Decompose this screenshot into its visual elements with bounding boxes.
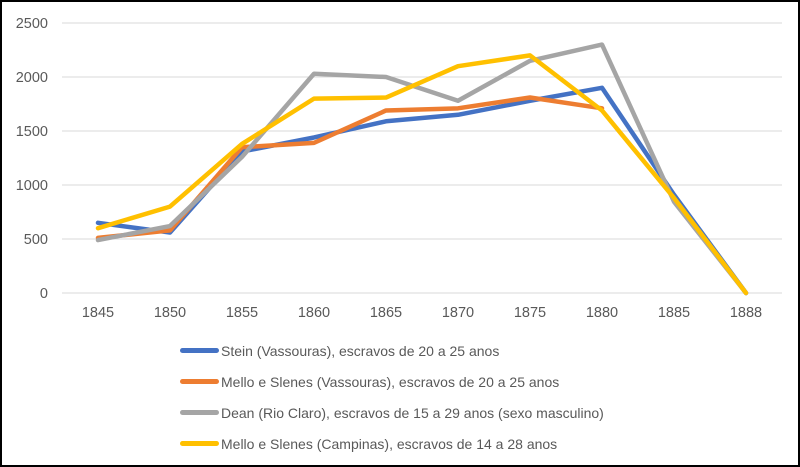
legend-item-dean-rio-claro: Dean (Rio Claro), escravos de 15 a 29 an… (180, 397, 604, 428)
legend-label: Mello e Slenes (Campinas), escravos de 1… (221, 435, 558, 452)
legend-line-swatch-blue (180, 348, 219, 353)
series-line (95, 42, 749, 296)
x-axis-tick-label: 1860 (298, 305, 330, 321)
legend-line-swatch-orange (180, 379, 219, 384)
x-axis-tick-label: 1845 (82, 305, 114, 321)
y-axis-tick-label: 1000 (16, 178, 48, 194)
x-axis-tick-label: 1875 (514, 305, 546, 321)
x-axis-tick-label: 1880 (586, 305, 618, 321)
y-axis-tick-label: 1500 (16, 124, 48, 140)
x-axis-tick-label: 1865 (370, 305, 402, 321)
legend-line-swatch-yellow (180, 441, 219, 446)
chart-legend: Stein (Vassouras), escravos de 20 a 25 a… (180, 335, 604, 459)
y-axis-tick-label: 500 (24, 232, 48, 248)
legend-item-mello-slenes-vassouras: Mello e Slenes (Vassouras), escravos de … (180, 366, 604, 397)
legend-line-swatch-gray (180, 410, 219, 415)
legend-label: Dean (Rio Claro), escravos de 15 a 29 an… (221, 404, 604, 421)
legend-item-stein-vassouras: Stein (Vassouras), escravos de 20 a 25 a… (180, 335, 604, 366)
y-axis-tick-label: 0 (40, 286, 48, 302)
series-line (95, 53, 749, 296)
series-line (95, 85, 749, 296)
x-axis-tick-label: 1850 (154, 305, 186, 321)
series-line (95, 95, 605, 241)
legend-label: Stein (Vassouras), escravos de 20 a 25 a… (221, 342, 500, 359)
legend-item-mello-slenes-campinas: Mello e Slenes (Campinas), escravos de 1… (180, 428, 604, 459)
x-axis-tick-label: 1888 (730, 305, 762, 321)
legend-label: Mello e Slenes (Vassouras), escravos de … (221, 373, 560, 390)
y-axis-tick-label: 2500 (16, 16, 48, 32)
x-axis-tick-label: 1870 (442, 305, 474, 321)
x-axis-tick-label: 1885 (658, 305, 690, 321)
y-axis-tick-label: 2000 (16, 70, 48, 86)
x-axis-tick-label: 1855 (226, 305, 258, 321)
